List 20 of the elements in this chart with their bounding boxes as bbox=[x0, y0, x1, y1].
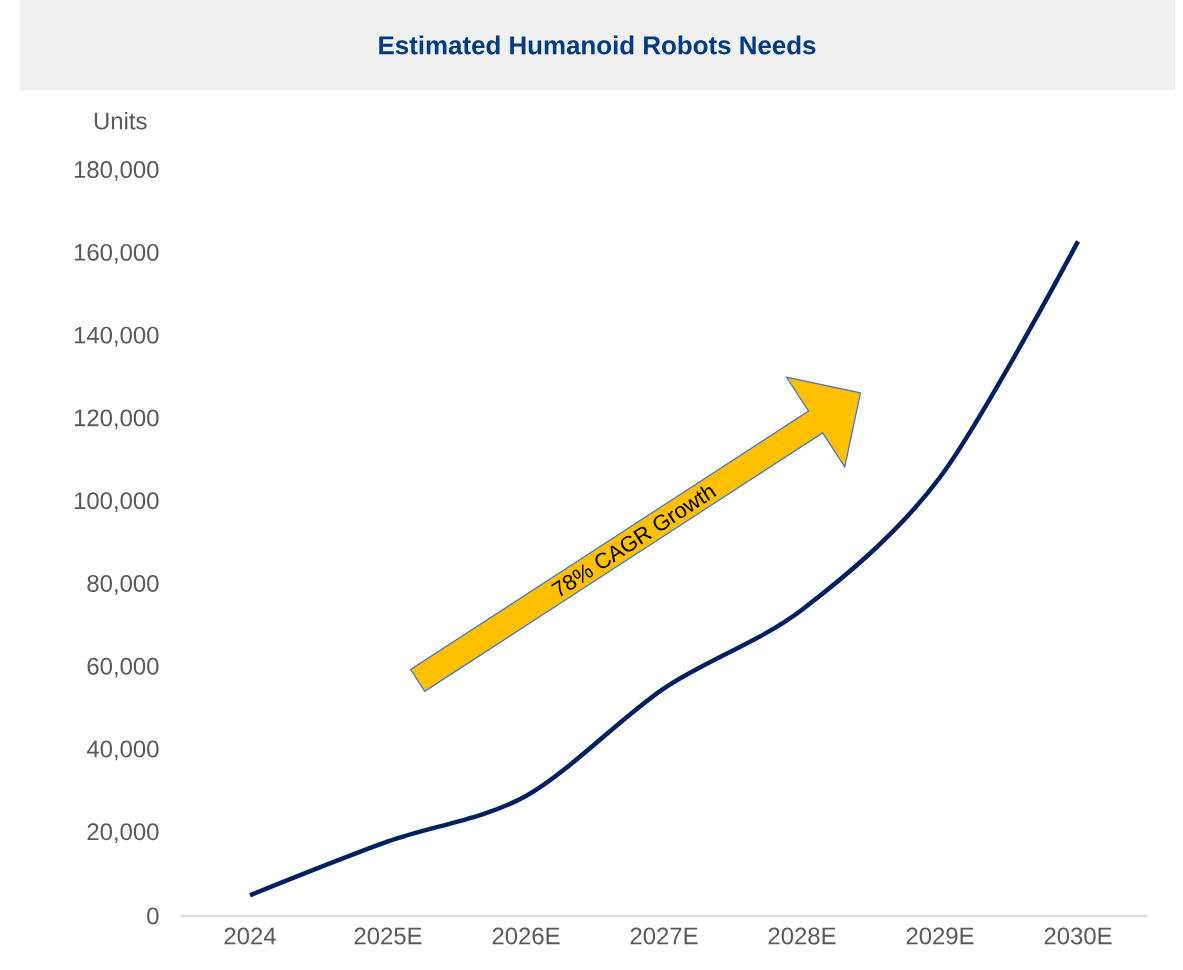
chart-title: Estimated Humanoid Robots Needs bbox=[379, 35, 816, 55]
x-tick-label: 2028E bbox=[768, 927, 836, 945]
y-tick-label: 120,000 bbox=[74, 409, 159, 430]
line-series bbox=[247, 239, 1081, 898]
x-tick-label: 2027E bbox=[630, 927, 698, 945]
y-tick-label: 0 bbox=[147, 907, 159, 925]
y-tick-label: 20,000 bbox=[87, 823, 159, 844]
x-tick-label: 2030E bbox=[1044, 927, 1112, 945]
y-tick-label: 100,000 bbox=[74, 492, 159, 512]
x-tick-label: 2024 bbox=[224, 927, 276, 945]
y-axis-title: Units bbox=[94, 111, 147, 130]
y-tick-label: 180,000 bbox=[74, 161, 159, 181]
x-tick-label: 2025E bbox=[354, 927, 422, 945]
y-tick-label: 160,000 bbox=[74, 243, 159, 264]
y-tick-label: 80,000 bbox=[87, 575, 159, 595]
y-tick-label: 140,000 bbox=[74, 326, 159, 347]
x-tick-label: 2026E bbox=[492, 927, 560, 945]
y-tick-label: 60,000 bbox=[87, 657, 159, 678]
y-tick-label: 40,000 bbox=[86, 740, 159, 761]
x-tick-label: 2029E bbox=[906, 927, 974, 945]
